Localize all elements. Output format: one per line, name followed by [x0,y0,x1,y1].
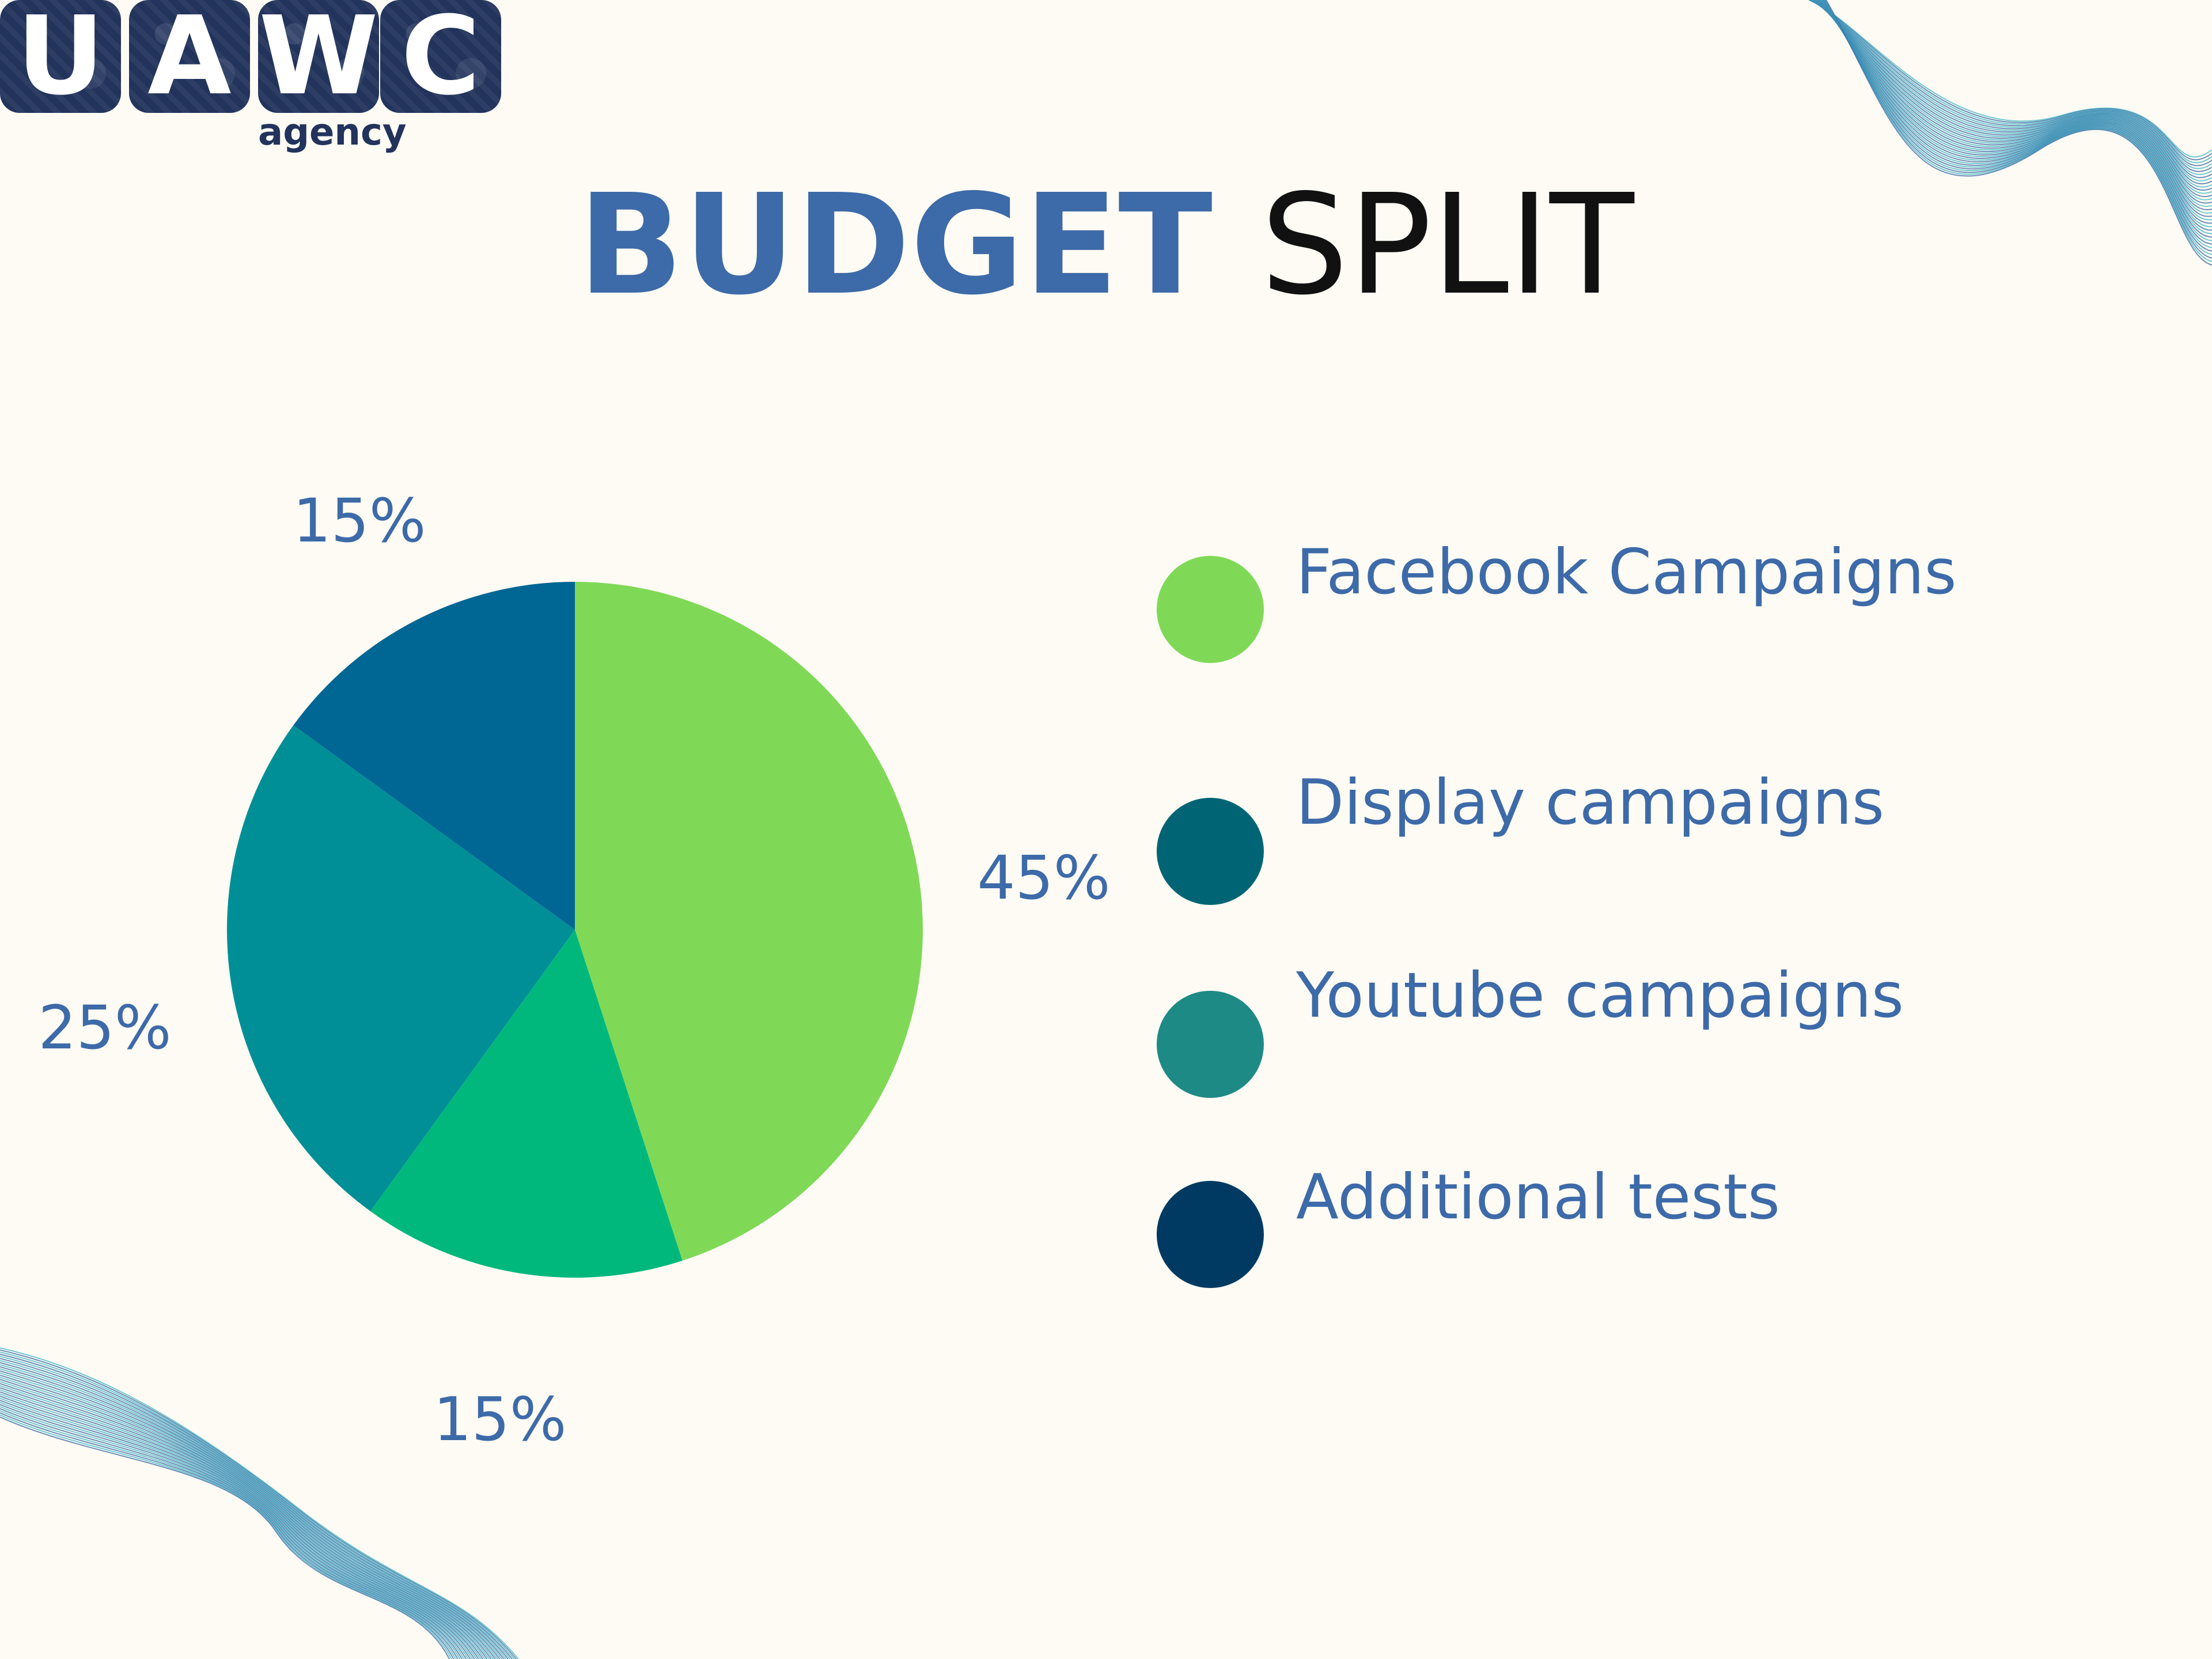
pie-slice-display [370,930,683,1278]
title-part-split: SPLIT [1260,164,1634,325]
legend-label-youtube: Youtube campaigns [1296,960,1904,1032]
pie-slice-facebook [575,582,923,1261]
legend-label-facebook: Facebook Campaigns [1296,536,1957,608]
data-label-display: 15% [433,1384,566,1455]
logo-tile-c: C [380,0,501,113]
legend-label-display: Display campaigns [1296,767,1885,839]
legend-swatch-youtube [1157,991,1264,1098]
data-label-facebook: 45% [977,843,1110,913]
decorative-wave-bottom-left [0,1347,519,1659]
legend-item-display: Display campaigns [1146,767,2126,905]
legend-item-youtube: Youtube campaigns [1146,960,2126,1098]
uawc-agency-logo: U A W C agency [0,0,507,173]
legend-item-additional: Additional tests [1146,1161,2126,1288]
pie-slice-additional [293,582,575,930]
logo-tile-u: U [0,0,121,113]
logo-tile-a: A [129,0,250,113]
legend-swatch-display [1157,798,1264,905]
page-title: BUDGET SPLIT [0,176,2212,314]
logo-tile-w: W [258,0,379,113]
pie-chart: 45% 15% 25% 15% [38,495,1110,1455]
title-part-budget: BUDGET [578,164,1213,325]
pie-slice-youtube [227,725,575,1211]
legend-item-facebook: Facebook Campaigns [1146,536,2126,663]
data-label-additional: 15% [293,495,426,556]
chart-legend: Facebook Campaigns Display campaigns You… [1146,541,2126,1290]
decorative-wave-top-right [1808,0,2212,266]
data-label-youtube: 25% [38,993,171,1063]
legend-swatch-facebook [1157,556,1264,663]
legend-label-additional: Additional tests [1296,1161,1781,1233]
legend-swatch-additional [1157,1181,1264,1288]
logo-subtitle: agency [258,111,407,154]
